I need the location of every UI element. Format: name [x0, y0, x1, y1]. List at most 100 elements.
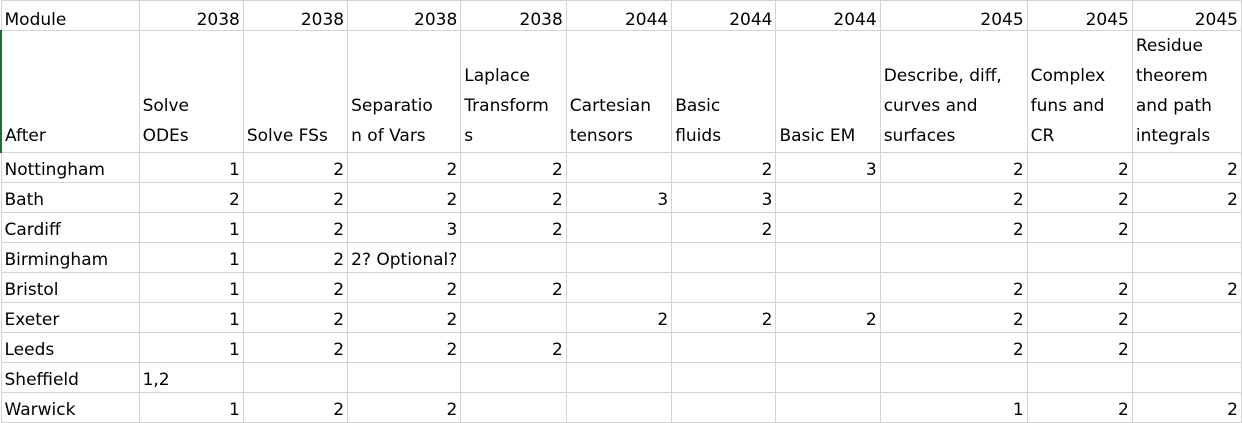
cell-value[interactable]: 2 — [879, 332, 1028, 363]
cell-value[interactable] — [775, 242, 881, 273]
cell-value[interactable] — [565, 332, 673, 363]
cell-value[interactable]: 2 — [347, 152, 462, 183]
cell-value[interactable]: 2 — [347, 302, 462, 333]
cell-value[interactable]: 2 — [879, 152, 1028, 183]
cell-module-label[interactable]: Module — [0, 0, 140, 31]
cell-value[interactable] — [565, 152, 673, 183]
cell-value[interactable]: 2 — [1131, 392, 1242, 423]
cell-year[interactable]: 2044 — [565, 0, 673, 31]
cell-topic[interactable]: Solve ODEs — [138, 30, 244, 153]
cell-value[interactable]: 1 — [138, 212, 244, 243]
cell-value[interactable] — [565, 242, 673, 273]
cell-after-label[interactable]: After — [0, 30, 140, 153]
cell-value[interactable]: 3 — [347, 212, 462, 243]
cell-value[interactable]: 2 — [1026, 182, 1133, 213]
cell-value[interactable]: 2 — [1026, 152, 1133, 183]
cell-value[interactable] — [347, 362, 462, 393]
cell-value[interactable] — [1131, 362, 1242, 393]
cell-value[interactable]: 2 — [460, 152, 567, 183]
cell-value[interactable]: 2 — [138, 182, 244, 213]
cell-value[interactable]: 2 — [879, 302, 1028, 333]
cell-value[interactable] — [460, 392, 567, 423]
cell-value[interactable]: 1 — [138, 272, 244, 303]
cell-year[interactable]: 2045 — [1131, 0, 1242, 31]
cell-value[interactable]: 2 — [460, 182, 567, 213]
cell-value[interactable] — [565, 212, 673, 243]
cell-value[interactable]: 2 — [671, 212, 777, 243]
cell-value[interactable]: 3 — [565, 182, 673, 213]
cell-value[interactable]: 3 — [775, 152, 881, 183]
cell-value[interactable] — [775, 272, 881, 303]
cell-year[interactable]: 2044 — [671, 0, 777, 31]
cell-university[interactable]: Leeds — [0, 332, 140, 363]
cell-value[interactable] — [565, 272, 673, 303]
cell-value[interactable]: 2 — [1026, 302, 1133, 333]
cell-value[interactable]: 1 — [138, 332, 244, 363]
cell-topic[interactable]: Describe, diff, curves and surfaces — [879, 30, 1028, 153]
cell-value[interactable]: 2 — [460, 212, 567, 243]
cell-value[interactable] — [671, 272, 777, 303]
cell-topic[interactable]: Solve FSs — [242, 30, 349, 153]
cell-value[interactable]: 2 — [347, 272, 462, 303]
cell-value[interactable]: 1 — [138, 302, 244, 333]
cell-value[interactable]: 2 — [242, 212, 349, 243]
cell-value[interactable] — [242, 362, 349, 393]
cell-year[interactable]: 2044 — [775, 0, 881, 31]
cell-value[interactable] — [671, 332, 777, 363]
cell-topic[interactable]: Separatio n of Vars — [347, 30, 462, 153]
cell-value[interactable]: 1 — [138, 152, 244, 183]
cell-value[interactable]: 2 — [879, 272, 1028, 303]
cell-value[interactable]: 2 — [242, 242, 349, 273]
cell-value[interactable]: 2 — [671, 302, 777, 333]
cell-value[interactable]: 2 — [242, 332, 349, 363]
cell-topic[interactable]: Basic EM — [775, 30, 881, 153]
cell-value[interactable]: 2 — [565, 302, 673, 333]
cell-value[interactable]: 2 — [347, 332, 462, 363]
cell-value[interactable]: 2 — [242, 302, 349, 333]
cell-value[interactable] — [775, 392, 881, 423]
cell-value[interactable]: 1,2 — [138, 362, 244, 393]
cell-value[interactable]: 2 — [1131, 152, 1242, 183]
cell-university[interactable]: Warwick — [0, 392, 140, 423]
cell-value[interactable] — [775, 332, 881, 363]
cell-value[interactable] — [460, 362, 567, 393]
cell-value[interactable]: 2 — [671, 152, 777, 183]
cell-university[interactable]: Bristol — [0, 272, 140, 303]
cell-value[interactable]: 2 — [1026, 212, 1133, 243]
cell-university[interactable]: Nottingham — [0, 152, 140, 183]
cell-value[interactable] — [565, 362, 673, 393]
cell-topic[interactable]: Basic fluids — [671, 30, 777, 153]
cell-value[interactable]: 1 — [138, 392, 244, 423]
cell-year[interactable]: 2038 — [138, 0, 244, 31]
cell-university[interactable]: Cardiff — [0, 212, 140, 243]
cell-value[interactable]: 2 — [242, 152, 349, 183]
cell-value[interactable]: 2 — [460, 332, 567, 363]
cell-university[interactable]: Bath — [0, 182, 140, 213]
cell-value[interactable] — [460, 302, 567, 333]
cell-value[interactable] — [1026, 242, 1133, 273]
cell-value[interactable]: 2 — [242, 182, 349, 213]
cell-value[interactable] — [671, 362, 777, 393]
cell-value[interactable] — [879, 242, 1028, 273]
cell-value[interactable] — [879, 362, 1028, 393]
cell-value[interactable]: 2 — [1026, 332, 1133, 363]
cell-value[interactable]: 1 — [138, 242, 244, 273]
cell-university[interactable]: Sheffield — [0, 362, 140, 393]
cell-value[interactable]: 2 — [1026, 272, 1133, 303]
cell-value[interactable] — [1026, 362, 1133, 393]
cell-value[interactable]: 2 — [242, 392, 349, 423]
cell-value[interactable]: 2 — [775, 302, 881, 333]
cell-topic[interactable]: Complex funs and CR — [1026, 30, 1133, 153]
cell-value[interactable]: 2 — [347, 182, 462, 213]
cell-value[interactable]: 3 — [671, 182, 777, 213]
cell-value[interactable] — [1131, 302, 1242, 333]
cell-year[interactable]: 2038 — [460, 0, 567, 31]
cell-value[interactable] — [671, 392, 777, 423]
cell-year[interactable]: 2045 — [1026, 0, 1133, 31]
cell-value[interactable]: 2 — [1131, 272, 1242, 303]
cell-topic[interactable]: Residue theorem and path integrals — [1131, 30, 1242, 153]
cell-value[interactable]: 2 — [242, 272, 349, 303]
cell-value[interactable]: 2? Optional? — [347, 242, 462, 273]
cell-year[interactable]: 2045 — [879, 0, 1028, 31]
cell-topic[interactable]: Cartesian tensors — [565, 30, 673, 153]
